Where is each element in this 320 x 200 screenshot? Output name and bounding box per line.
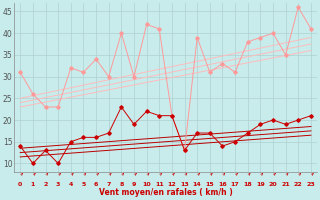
X-axis label: Vent moyen/en rafales ( km/h ): Vent moyen/en rafales ( km/h ) (99, 188, 232, 197)
